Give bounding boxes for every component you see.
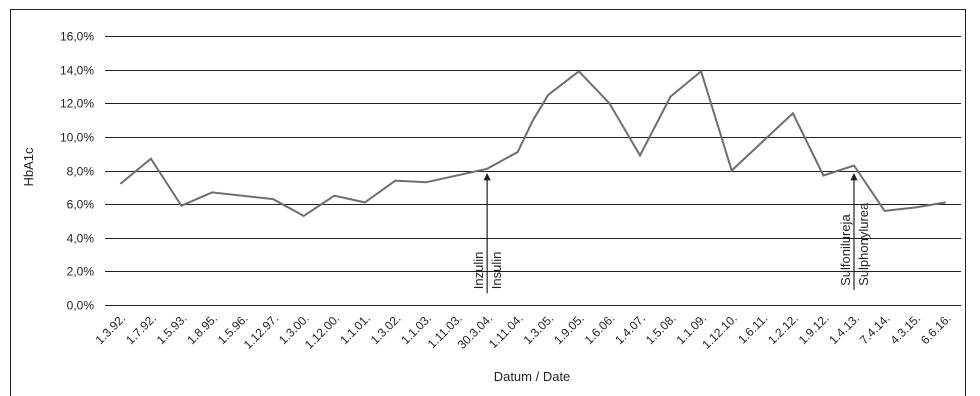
x-tick-label: 1.6.11.: [735, 311, 770, 346]
annotation-label: Sulfonilureja: [838, 214, 853, 286]
annotation-label: Insulin: [489, 252, 504, 290]
y-tick-label: 8,0%: [67, 165, 95, 179]
x-tick-label: 1.7.92.: [123, 311, 159, 347]
y-tick-label: 12,0%: [60, 97, 94, 111]
x-tick-label: 1.1.01.: [337, 311, 373, 347]
x-tick-label: 1.11.04.: [486, 311, 526, 351]
x-tick-label: 1.5.93.: [154, 311, 190, 347]
data-series: [119, 69, 946, 218]
x-tick-label: 1.3.92.: [93, 311, 129, 347]
y-tick-label: 14,0%: [60, 64, 94, 78]
y-tick-label: 10,0%: [60, 131, 94, 145]
series-line: [119, 69, 946, 218]
x-tick-label: 1.6.06.: [582, 311, 618, 347]
annotation-label: Inzulin: [471, 252, 486, 290]
x-tick-labels: 1.3.92.1.7.92.1.5.93.1.8.95.1.5.96.1.12.…: [93, 311, 954, 352]
annotation-1: Sulfonilureja Sulphonylurea: [838, 173, 871, 290]
gridlines: [105, 36, 961, 306]
x-tick-label: 1.9.12.: [796, 311, 832, 347]
annotations: Inzulin Insulin Sulfonilureja Sulphonylurea: [471, 173, 871, 294]
annotation-0: Inzulin Insulin: [471, 173, 504, 294]
x-tick-label: 6.6.16.: [918, 311, 954, 347]
x-tick-label: 1.8.95.: [184, 311, 220, 347]
x-tick-label: 1.4.07.: [612, 311, 648, 347]
x-tick-label: 1.5.08.: [643, 311, 679, 347]
y-tick-labels: 0,0% 2,0% 4,0% 6,0% 8,0% 10,0% 12,0% 14,0% 16,0%: [60, 30, 94, 313]
y-tick-label: 0,0%: [67, 299, 95, 313]
x-tick-label: 1.4.13.: [826, 311, 862, 347]
x-tick-label: 7.4.14.: [857, 311, 893, 347]
y-tick-label: 4,0%: [67, 232, 95, 246]
x-tick-label: 1.9.05.: [551, 311, 587, 347]
x-tick-label: 1.3.05.: [521, 311, 557, 347]
y-tick-label: 16,0%: [60, 30, 94, 44]
x-tick-label: 4.3.15.: [887, 311, 923, 347]
x-axis-title: Datum / Date: [494, 369, 571, 384]
y-tick-label: 2,0%: [67, 265, 95, 279]
x-tick-label: 1.2.12.: [765, 311, 801, 347]
y-tick-label: 6,0%: [67, 198, 95, 212]
x-tick-label: 1.3.02.: [368, 311, 404, 347]
annotation-label: Sulphonylurea: [856, 202, 871, 286]
y-axis-title: HbA1c: [21, 147, 36, 187]
